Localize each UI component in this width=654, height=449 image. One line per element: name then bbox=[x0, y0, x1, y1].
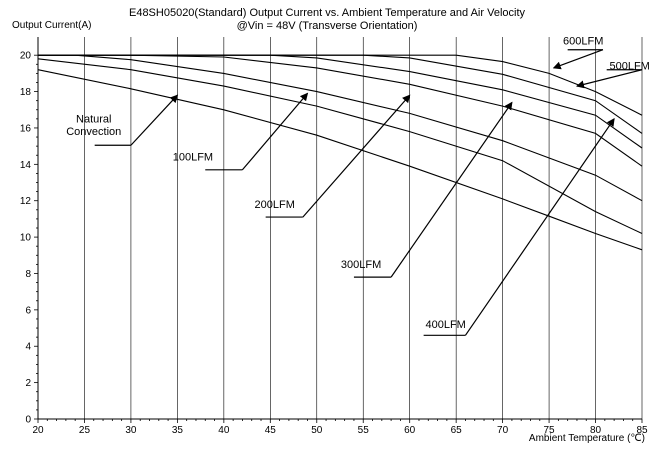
axes: 0 2 4 6 8 10 12 14 16 18 20 20 25 30 35 40 45 50 55 60 65 70 7… bbox=[20, 37, 648, 436]
y-tick-label: 10 bbox=[20, 233, 32, 244]
x-tick-label: 40 bbox=[218, 425, 230, 436]
y-axis-label: Output Current(A) bbox=[12, 20, 92, 31]
x-tick-label: 35 bbox=[172, 425, 184, 436]
label-arrow bbox=[130, 94, 179, 146]
y-tick-label: 18 bbox=[20, 87, 32, 98]
y-tick-label: 4 bbox=[25, 342, 31, 353]
series-label: 400LFM bbox=[425, 319, 465, 331]
y-tick-label: 2 bbox=[25, 378, 31, 389]
x-tick-label: 75 bbox=[544, 425, 556, 436]
x-tick-label: 25 bbox=[79, 425, 91, 436]
series-curves bbox=[37, 54, 643, 251]
label-arrow bbox=[302, 94, 411, 218]
y-tick-label: 14 bbox=[20, 160, 32, 171]
chart-subtitle: @Vin = 48V (Transverse Orientation) bbox=[236, 20, 418, 32]
x-tick-label: 20 bbox=[32, 425, 44, 436]
series-line bbox=[37, 69, 643, 251]
y-tick-label: 8 bbox=[25, 269, 31, 280]
x-tick-label: 70 bbox=[497, 425, 509, 436]
series-line bbox=[37, 58, 643, 234]
series-line bbox=[38, 54, 643, 116]
chart-title: E48SH05020(Standard) Output Current vs. … bbox=[128, 7, 526, 19]
grid-lines bbox=[84, 37, 643, 419]
x-tick-label: 60 bbox=[404, 425, 416, 436]
x-tick-label: 30 bbox=[125, 425, 137, 436]
label-arrow bbox=[390, 101, 513, 278]
label-arrow bbox=[464, 118, 615, 336]
x-axis-label: Ambient Temperature (℃) bbox=[528, 433, 645, 444]
y-tick-label: 12 bbox=[20, 196, 32, 207]
series-label: 200LFM bbox=[255, 199, 295, 211]
series-line bbox=[38, 54, 643, 202]
label-arrow bbox=[552, 49, 604, 70]
x-tick-label: 50 bbox=[311, 425, 323, 436]
series-label: 500LFM bbox=[609, 61, 649, 73]
x-tick-label: 65 bbox=[451, 425, 463, 436]
series-label: 300LFM bbox=[341, 259, 381, 271]
y-tick-label: 6 bbox=[25, 305, 31, 316]
y-tick-label: 20 bbox=[20, 51, 32, 62]
x-tick-label: 45 bbox=[265, 425, 277, 436]
label-arrow bbox=[241, 92, 309, 171]
series-line bbox=[38, 54, 643, 167]
series-label: 600LFM bbox=[563, 35, 603, 47]
series-label: 100LFM bbox=[173, 152, 213, 164]
x-tick-label: 80 bbox=[590, 425, 602, 436]
series-annotations: Natural Convection 100LFM 200LFM 300LFM 400LF… bbox=[66, 35, 650, 336]
y-tick-label: 0 bbox=[25, 415, 31, 426]
x-tick-label: 55 bbox=[358, 425, 370, 436]
label-arrow bbox=[575, 69, 643, 89]
x-tick-label: 85 bbox=[636, 425, 648, 436]
y-tick-label: 16 bbox=[20, 123, 32, 134]
series-line bbox=[38, 54, 643, 134]
series-label: Natural Convection bbox=[66, 113, 121, 138]
